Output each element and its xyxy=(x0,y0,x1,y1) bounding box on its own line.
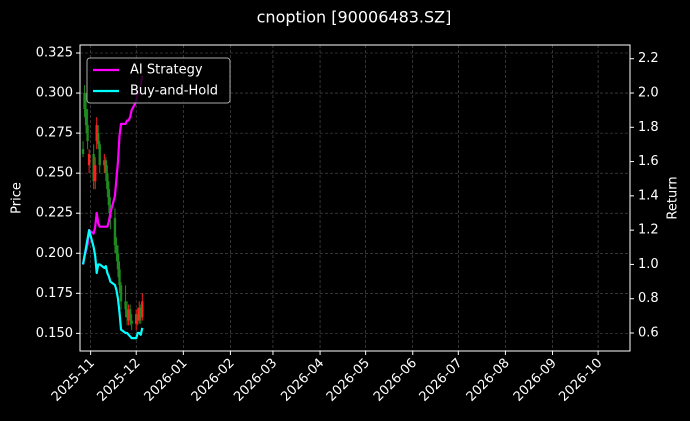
candle-body xyxy=(138,307,141,321)
line-series xyxy=(81,229,144,340)
candle-body xyxy=(136,314,139,321)
y-tick-label: 0.275 xyxy=(36,126,73,141)
y2-tick-label: 0.6 xyxy=(638,326,659,341)
candle-body xyxy=(107,189,111,206)
candle-body xyxy=(130,320,133,324)
y-tick-label: 0.200 xyxy=(36,246,73,261)
y2-tick-label: 1.4 xyxy=(638,188,659,203)
legend-box xyxy=(86,57,231,104)
candle-body xyxy=(113,218,117,246)
legend-label: Buy-and-Hold xyxy=(130,84,218,99)
candle-body xyxy=(139,307,142,318)
y2-tick-label: 1.0 xyxy=(638,257,659,272)
candle-body xyxy=(84,109,88,126)
chart-title: cnoption [90006483.SZ] xyxy=(257,8,452,27)
candle-body xyxy=(104,160,108,174)
y-tick-label: 0.325 xyxy=(36,46,73,61)
candle-body xyxy=(135,314,138,324)
candle-body xyxy=(118,269,121,286)
candle-body xyxy=(125,309,129,318)
candle-body xyxy=(127,309,130,321)
y-tick-label: 0.175 xyxy=(36,286,73,301)
candle-body xyxy=(87,153,91,166)
candle-body xyxy=(83,93,86,110)
candle-body xyxy=(115,245,118,254)
y2-tick-label: 0.8 xyxy=(638,291,659,306)
candle-body xyxy=(141,301,144,318)
candle-body xyxy=(128,309,132,321)
y-tick-label: 0.150 xyxy=(36,326,73,341)
candle-body xyxy=(103,160,106,166)
candle-body xyxy=(119,285,123,302)
line-series xyxy=(81,75,144,265)
candle-body xyxy=(81,149,85,154)
candle-body xyxy=(116,253,120,270)
y-tick-label: 0.225 xyxy=(36,206,73,221)
candle-body xyxy=(124,301,127,310)
candle-body xyxy=(98,144,101,166)
y2-tick-label: 2.0 xyxy=(638,86,659,101)
y-tick-label: 0.300 xyxy=(36,86,73,101)
y2-axis-label: Return xyxy=(666,176,681,219)
y-axis-label: Price xyxy=(10,182,25,214)
y2-tick-label: 1.6 xyxy=(638,154,659,169)
y2-tick-label: 1.8 xyxy=(638,120,659,135)
plot-frame xyxy=(79,44,631,352)
candle-body xyxy=(97,133,100,145)
legend-label: AI Strategy xyxy=(130,63,203,78)
candle-body xyxy=(106,173,109,190)
candle-body xyxy=(95,125,98,142)
candle-body xyxy=(92,153,95,182)
candle-body xyxy=(93,165,97,182)
candle-body xyxy=(86,125,89,142)
y-tick-label: 0.250 xyxy=(36,166,73,181)
y2-tick-label: 2.2 xyxy=(638,51,659,66)
y2-tick-label: 1.2 xyxy=(638,223,659,238)
